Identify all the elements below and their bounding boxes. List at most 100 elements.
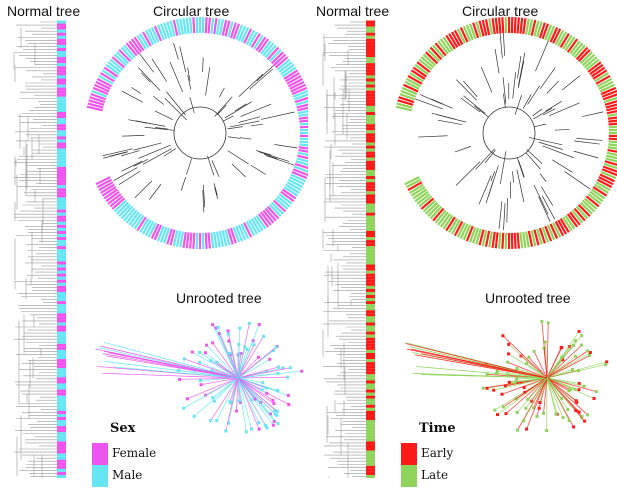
leaf-color-cell — [243, 345, 247, 349]
leaf-color-cell — [600, 170, 617, 180]
leaf-color-cell — [608, 143, 617, 147]
leaf-color-cell — [425, 51, 439, 65]
leaf-color-cell — [605, 360, 609, 364]
tree-branch — [516, 157, 525, 178]
leaf-color-cell — [57, 197, 66, 201]
leaf-color-cell — [366, 340, 375, 344]
leaf-color-cell — [366, 57, 375, 61]
tree-branch — [505, 377, 548, 414]
leaf-color-cell — [57, 465, 66, 469]
leaf-color-cell — [366, 99, 375, 103]
leaf-color-cell — [418, 58, 433, 71]
leaf-color-cell — [366, 75, 375, 79]
leaf-color-cell — [221, 230, 228, 247]
leaf-color-cell — [608, 119, 617, 123]
tree-branch — [133, 142, 162, 151]
leaf-color-cell — [296, 103, 308, 109]
leaf-color-cell — [147, 28, 157, 44]
leaf-color-cell — [366, 474, 375, 479]
leaf-color-cell — [507, 342, 511, 346]
leaf-color-cell — [516, 17, 521, 34]
leaf-color-cell — [257, 427, 261, 431]
leaf-color-cell — [238, 326, 242, 330]
leaf-color-cell — [257, 38, 270, 53]
leaf-color-cell — [596, 178, 613, 189]
leaf-color-cell — [516, 428, 520, 432]
leaf-color-cell — [429, 205, 443, 220]
leaf-color-cell — [240, 27, 250, 43]
leaf-color-cell — [198, 360, 202, 364]
circular-tree — [86, 17, 308, 249]
leaf-color-cell — [125, 42, 138, 57]
tree-branch — [192, 351, 239, 379]
leaf-color-cell — [216, 325, 220, 329]
leaf-color-cell — [57, 401, 66, 405]
sex-panel: Normal tree Circular tree Unrooted tree … — [0, 0, 308, 499]
leaf-color-cell — [287, 77, 304, 88]
leaf-color-cell — [182, 406, 186, 410]
tree-branch — [118, 170, 141, 185]
leaf-color-cell — [574, 399, 578, 403]
leaf-color-cell — [150, 27, 160, 43]
leaf-color-cell — [400, 89, 417, 98]
leaf-color-cell — [594, 390, 598, 394]
leaf-color-cell — [414, 190, 429, 203]
leaf-color-cell — [589, 63, 604, 76]
tree-branch — [237, 344, 255, 379]
leaf-color-cell — [226, 332, 230, 336]
leaf-color-cell — [57, 368, 66, 372]
leaf-color-cell — [57, 240, 66, 244]
leaf-color-cell — [442, 214, 454, 230]
leaf-color-cell — [496, 413, 500, 417]
tree-branch — [431, 98, 453, 109]
leaf-color-cell — [57, 346, 66, 350]
leaf-color-cell — [366, 197, 375, 201]
leaf-color-cell — [95, 80, 111, 90]
leaf-color-cell — [297, 109, 308, 115]
leaf-color-cell — [456, 28, 466, 44]
leaf-color-cell — [405, 77, 422, 88]
leaf-color-cell — [212, 399, 216, 403]
leaf-color-cell — [103, 66, 119, 78]
leaf-color-cell — [289, 176, 305, 186]
tree-branch — [514, 94, 522, 115]
tree-branch — [454, 146, 472, 153]
tree-branch — [546, 377, 588, 416]
tree-branch — [228, 136, 241, 139]
leaf-color-cell — [178, 377, 182, 381]
leaf-color-cell — [472, 227, 480, 244]
leaf-color-cell — [286, 75, 302, 85]
tree-branch — [573, 140, 600, 145]
tree-branch — [153, 95, 165, 105]
leaf-color-cell — [414, 63, 429, 76]
tree-branch — [508, 344, 548, 379]
leaf-color-cell — [255, 36, 267, 52]
leaf-color-cell — [153, 224, 163, 241]
tree-branch — [121, 160, 143, 172]
leaf-color-cell — [227, 21, 234, 38]
tree-branch — [421, 374, 548, 379]
leaf-color-cell — [298, 148, 308, 153]
leaf-color-cell — [142, 219, 152, 235]
leaf-color-cell — [605, 103, 617, 109]
leaf-color-cell — [366, 423, 375, 427]
leaf-color-cell — [272, 53, 287, 67]
tree-branch — [224, 101, 253, 119]
leaf-color-cell — [229, 227, 237, 244]
leaf-color-cell — [448, 218, 459, 233]
leaf-color-cell — [57, 264, 66, 268]
leaf-color-cell — [366, 32, 375, 36]
leaf-color-cell — [57, 93, 66, 97]
leaf-color-cell — [456, 222, 466, 238]
leaf-color-cell — [573, 354, 577, 358]
leaf-color-cell — [57, 291, 66, 296]
tree-branch — [122, 134, 145, 137]
leaf-color-cell — [182, 357, 186, 361]
tree-branch — [131, 87, 141, 94]
leaf-color-cell — [366, 108, 375, 113]
leaf-color-cell — [298, 113, 308, 118]
leaf-color-cell — [404, 80, 420, 90]
leaf-color-cell — [256, 355, 260, 359]
leaf-color-cell — [420, 197, 435, 210]
tree-branch — [546, 377, 557, 415]
